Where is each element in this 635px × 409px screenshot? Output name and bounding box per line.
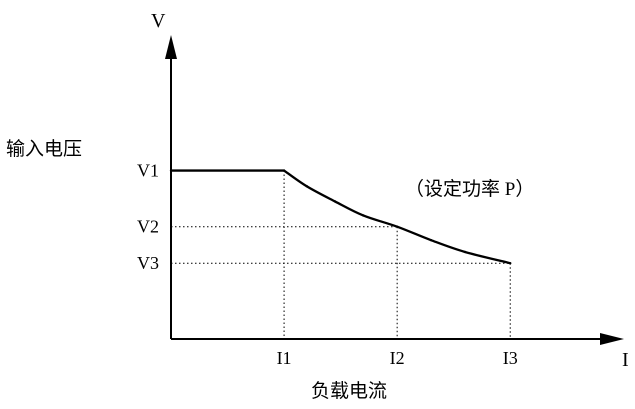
- series-point-3: [333, 200, 337, 203]
- y-tick-label: V3: [137, 253, 159, 273]
- series-point-5: [395, 225, 399, 228]
- series-annotation: （设定功率 P）: [405, 178, 534, 200]
- x-axis-label: 负载电流: [311, 380, 387, 402]
- x-tick-label: I2: [390, 348, 405, 368]
- x-axis-symbol: I: [622, 349, 629, 371]
- series-point-7: [463, 250, 467, 254]
- tick-labels: I1 I2 I3 V1 V2 V3: [137, 161, 518, 368]
- axes: [165, 35, 624, 345]
- x-tick-label: I1: [277, 348, 292, 368]
- series-point-8: [509, 261, 512, 265]
- guide-lines: [171, 170, 511, 339]
- series-point-6: [429, 238, 433, 242]
- x-axis-arrow: [600, 333, 624, 345]
- y-axis-label: 输入电压: [6, 138, 82, 160]
- y-tick-label: V2: [137, 217, 159, 237]
- chart-marks: [169, 169, 512, 265]
- y-axis-symbol: V: [151, 10, 166, 32]
- series-point-1: [282, 169, 286, 172]
- series-point-0: [169, 169, 173, 172]
- x-tick-label: I3: [503, 348, 518, 368]
- series-point-4: [362, 214, 365, 217]
- series-point-2: [305, 185, 308, 188]
- y-tick-label: V1: [137, 161, 159, 181]
- y-axis-arrow: [165, 35, 177, 59]
